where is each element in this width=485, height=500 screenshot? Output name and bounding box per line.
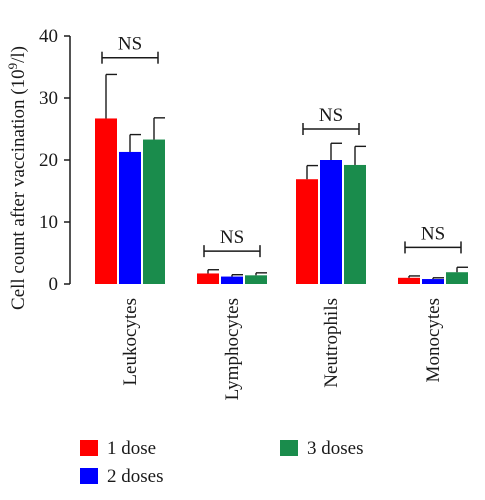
bars-group [95,73,468,285]
bar [221,276,243,284]
legend: 1 dose 2 doses 3 doses [80,438,363,487]
y-tick-label: 0 [49,274,59,295]
y-axis-label: Cell count after vaccination (109/l) [5,46,29,310]
y-tick-label: 10 [39,212,58,233]
legend-label: 1 dose [107,438,156,459]
bar [422,279,444,284]
y-tick-label: 20 [39,150,58,171]
category-label: Monocytes [423,298,444,382]
category-labels: Leukocytes Lymphocytes Neutrophils Monocyte… [120,298,444,400]
significance-label: NS [319,105,343,126]
bar [344,164,366,284]
bar [245,275,267,284]
bar [143,139,165,284]
y-tick-label: 40 [39,26,58,47]
legend-swatch [80,468,98,484]
significance-group: NS NS NS NS [101,34,462,258]
bar [446,272,468,284]
significance-label: NS [220,227,244,248]
legend-label: 2 doses [107,466,163,487]
significance-label: NS [118,34,142,55]
bar [296,179,318,284]
category-label: Leukocytes [120,298,141,386]
category-label: Neutrophils [321,298,342,388]
legend-label: 3 doses [307,438,363,459]
legend-swatch [80,440,98,456]
y-tick-label: 30 [39,88,58,109]
bar [398,277,420,284]
bar [119,151,141,284]
y-axis: 0 10 20 30 40 [39,26,71,295]
bar [95,118,117,285]
bar [320,160,342,284]
bar [197,273,219,284]
legend-swatch [280,440,298,456]
significance-label: NS [421,223,445,244]
category-label: Lymphocytes [222,298,243,400]
